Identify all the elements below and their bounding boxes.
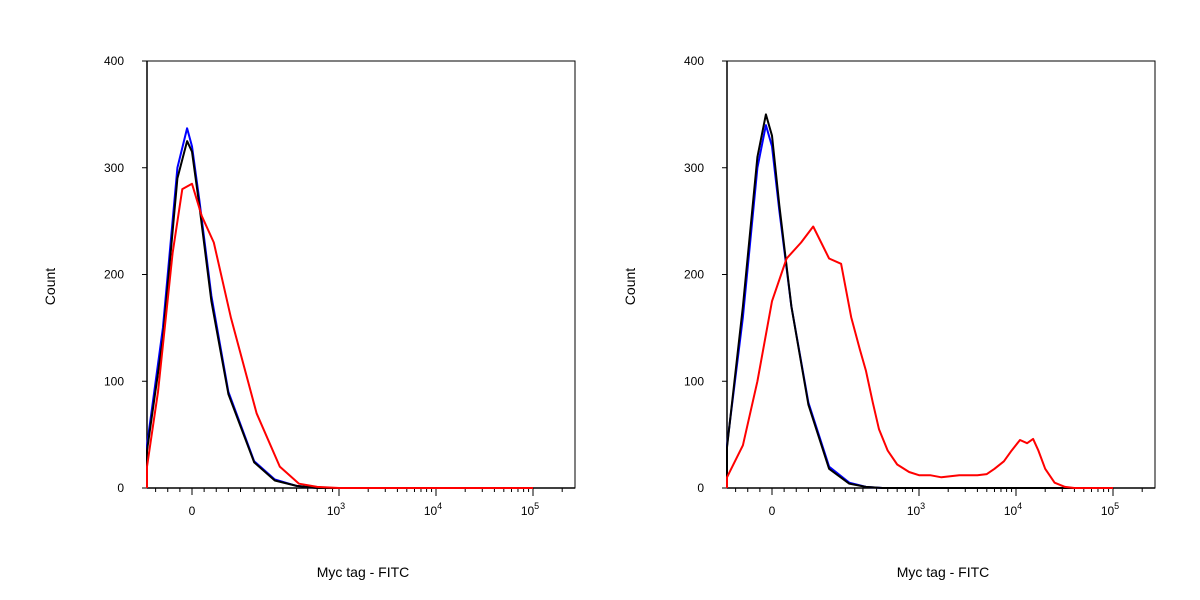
- histogram-panel-left: 0 100 200 300 400 0 103 104 105 Myc tag - FITC Cou…: [42, 54, 576, 580]
- x-tick-label: 103: [907, 501, 925, 518]
- series-line-2: [146, 182, 533, 489]
- series-line-0: [146, 127, 533, 489]
- y-tick-label: 0: [697, 481, 704, 495]
- x-tick-label: 104: [424, 501, 442, 518]
- y-tick-label: 100: [684, 374, 704, 388]
- series-line-2: [726, 225, 1113, 489]
- series-line-0: [726, 124, 1113, 489]
- x-axis-label: Myc tag - FITC: [897, 564, 990, 580]
- y-axis-label: Count: [622, 268, 638, 305]
- y-tick-label: 300: [684, 161, 704, 175]
- y-tick-label: 400: [104, 54, 124, 68]
- x-tick-label: 0: [189, 504, 196, 518]
- y-tick-label: 100: [104, 374, 124, 388]
- y-tick-label: 400: [684, 54, 704, 68]
- x-tick-label: 0: [769, 504, 776, 518]
- y-tick-label: 200: [104, 268, 124, 282]
- plot-frame: [146, 60, 576, 489]
- series-line-1: [726, 113, 1113, 489]
- x-tick-label: 104: [1004, 501, 1022, 518]
- histogram-panel-right: 0 100 200 300 400 0 103 104 105 Myc tag - FITC Cou…: [622, 54, 1156, 580]
- plot-frame: [726, 60, 1156, 489]
- x-tick-label: 105: [1101, 501, 1119, 518]
- series-line-1: [146, 140, 533, 489]
- y-axis-label: Count: [42, 268, 58, 305]
- x-axis-label: Myc tag - FITC: [317, 564, 410, 580]
- y-tick-label: 300: [104, 161, 124, 175]
- x-tick-label: 105: [521, 501, 539, 518]
- y-tick-label: 200: [684, 268, 704, 282]
- x-tick-label: 103: [327, 501, 345, 518]
- y-tick-label: 0: [117, 481, 124, 495]
